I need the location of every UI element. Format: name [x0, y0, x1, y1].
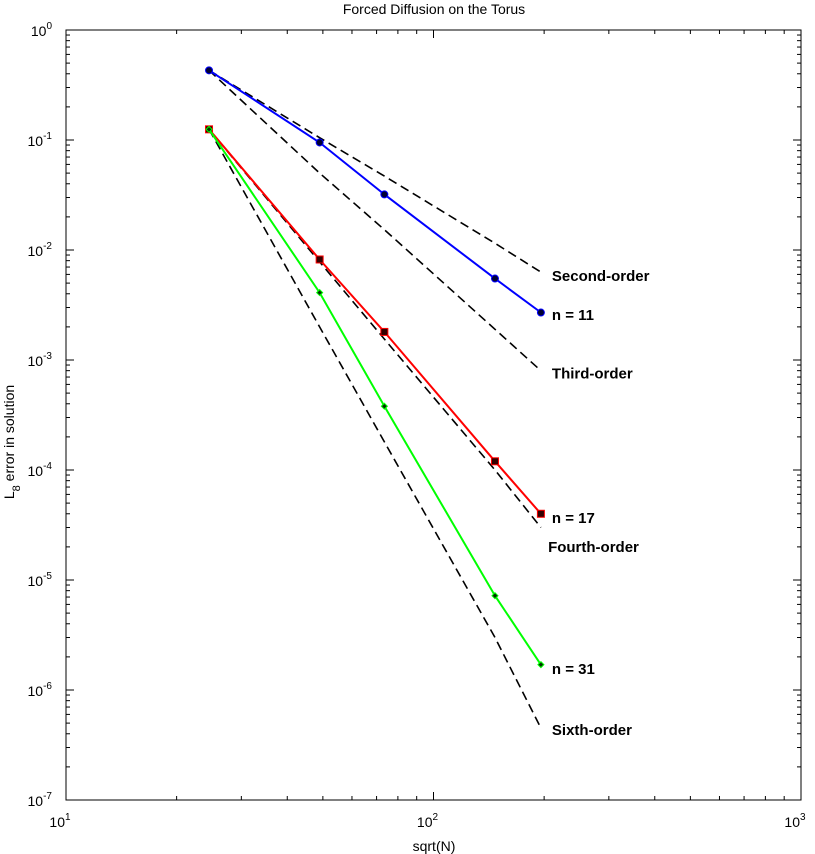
data-point — [537, 660, 545, 669]
reference-line-4 — [208, 128, 542, 729]
annotation-label: n = 31 — [552, 661, 595, 678]
annotation-label: Sixth-order — [552, 722, 632, 739]
data-point — [205, 125, 213, 134]
y-tick-label: 10-3 — [28, 351, 53, 369]
y-axis-label-sub: 8 — [11, 485, 23, 491]
series-1 — [205, 66, 545, 317]
y-axis-label: L8 error in solution — [1, 385, 23, 499]
x-axis-label: sqrt(N) — [413, 838, 456, 854]
annotation-label: Fourth-order — [548, 539, 639, 556]
x-tick-label: 102 — [417, 812, 439, 830]
data-point — [380, 327, 389, 336]
annotation-label: Third-order — [552, 365, 633, 382]
axes: 101 102 103 100 10-1 10-2 10-3 10-4 10-5 10-6 10-7 — [28, 21, 806, 830]
y-axis-label-main: L — [1, 491, 17, 499]
annotation-label: n = 11 — [552, 307, 594, 324]
reference-line-2 — [208, 69, 542, 372]
data-point — [205, 66, 214, 75]
y-axis-label-rest: error in solution — [1, 385, 17, 485]
y-tick-label: 10-5 — [28, 571, 53, 589]
data-point — [315, 288, 324, 297]
chart-title: Forced Diffusion on the Torus — [343, 1, 525, 17]
y-tick-label: 10-7 — [28, 791, 53, 809]
reference-line-1 — [208, 69, 542, 273]
data-point — [380, 402, 389, 410]
data-point — [536, 509, 545, 518]
series-3 — [205, 125, 545, 669]
annotations: Second-order n = 11 Third-order n = 17 Fourt… — [548, 268, 650, 739]
annotation-label: Second-order — [552, 268, 650, 285]
data-point — [380, 190, 389, 199]
annotation-label: n = 17 — [552, 510, 595, 527]
data-point — [536, 308, 545, 317]
data-point — [315, 138, 324, 147]
y-tick-label: 10-1 — [28, 131, 53, 149]
y-tick-label: 100 — [31, 21, 53, 39]
reference-lines — [208, 69, 542, 729]
data-point — [315, 255, 324, 264]
y-tick-label: 10-4 — [28, 461, 53, 479]
x-tick-label: 103 — [784, 812, 806, 830]
data-point — [490, 457, 499, 466]
x-tick-label: 101 — [49, 812, 71, 830]
y-tick-label: 10-6 — [28, 681, 53, 699]
y-tick-label: 10-2 — [28, 241, 53, 259]
data-series — [205, 66, 545, 669]
data-point — [490, 274, 499, 283]
reference-line-3 — [208, 128, 542, 528]
data-point — [491, 591, 499, 600]
